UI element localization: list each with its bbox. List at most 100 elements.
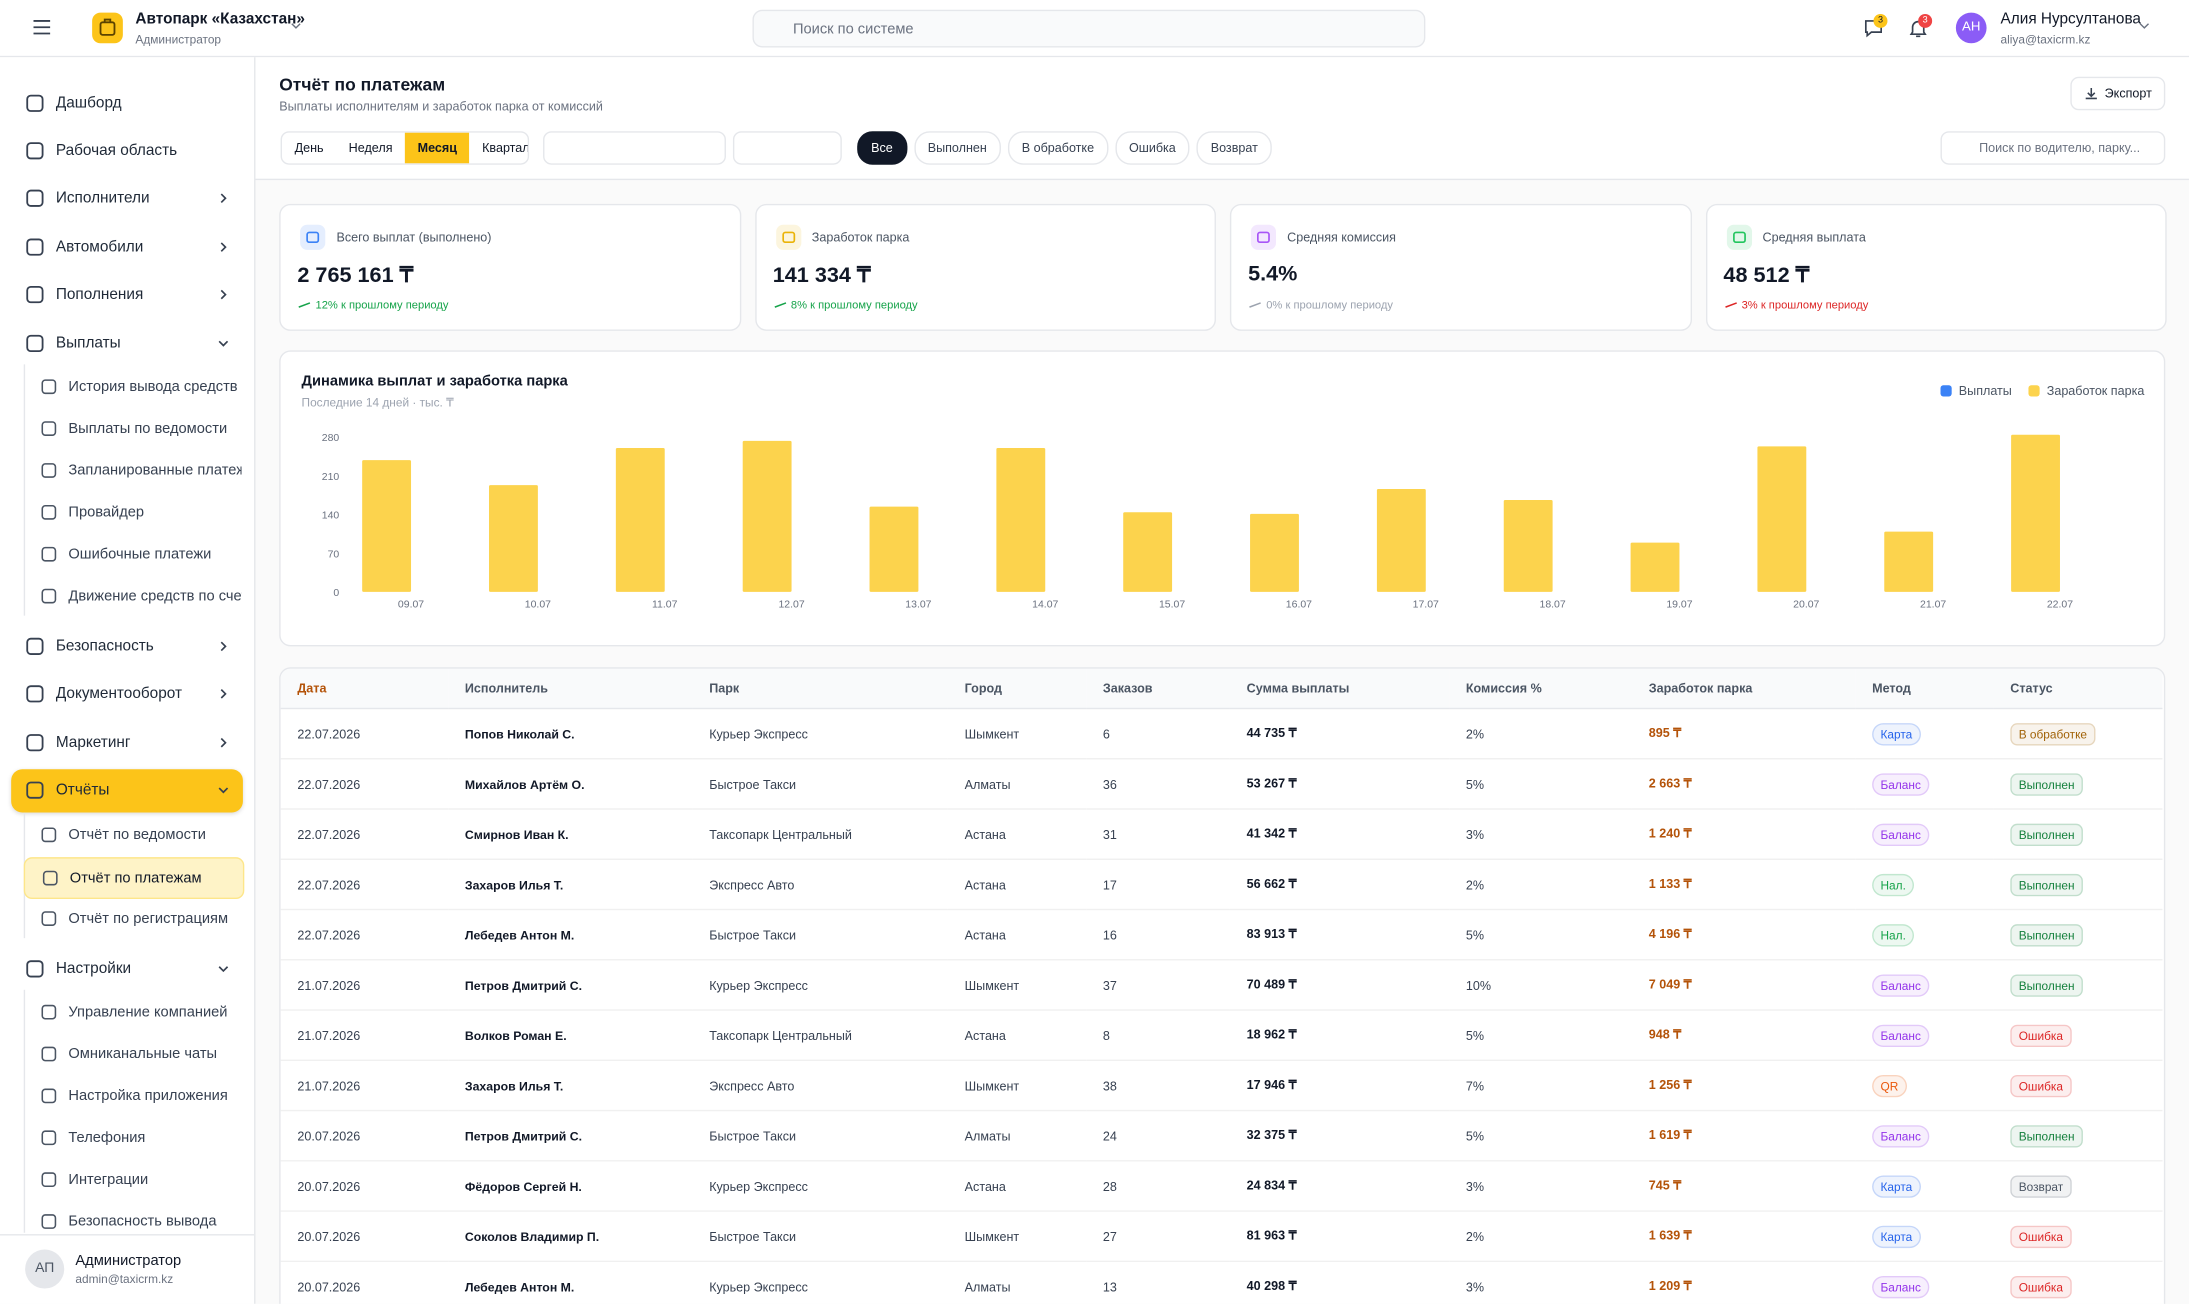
table-cell: Экспресс Авто — [692, 1060, 948, 1112]
nav-subitem[interactable]: Отчёт по ведомости — [24, 815, 242, 854]
nav-item[interactable]: Безопасность — [11, 625, 243, 668]
nav-subitem[interactable]: Движение средств по счетам — [24, 577, 242, 616]
table-cell: 28 — [1086, 1160, 1230, 1212]
nav-subitem[interactable]: Отчёт по платежам — [23, 857, 245, 900]
cell-text: 1 619 ₸ — [1648, 1128, 1692, 1142]
nav-subitem[interactable]: Выплаты по ведомости — [24, 410, 242, 449]
nav-label: Отчёты — [55, 781, 110, 799]
column-header[interactable]: Дата — [280, 668, 449, 710]
nav-chevron — [220, 193, 227, 204]
user-name[interactable]: Алия Нурсултанова — [2000, 11, 2141, 28]
nav-subitem[interactable]: Ошибочные платежи — [24, 535, 242, 574]
status-filter[interactable]: Ошибка — [1115, 131, 1190, 165]
export-button[interactable]: Экспорт — [2070, 76, 2166, 111]
nav-subitem[interactable]: Интеграции — [24, 1161, 242, 1200]
table-cell: QR — [1855, 1060, 1994, 1112]
table-row[interactable]: 21.07.2026 Захаров Илья Т. Экспресс Авто Шы… — [280, 1060, 2163, 1112]
period-option[interactable]: Квартал — [482, 141, 530, 155]
nav-item[interactable]: Пополнения — [11, 273, 243, 316]
status-badge: Ошибка — [2010, 1225, 2072, 1248]
nav-subitem[interactable]: Провайдер — [24, 493, 242, 532]
nav-subitem[interactable]: Телефония — [24, 1119, 242, 1158]
cell-text: 3% — [1465, 1178, 1485, 1193]
nav-item[interactable]: Маркетинг — [11, 721, 243, 764]
table-cell: Быстрое Такси — [692, 1211, 948, 1263]
company-name[interactable]: Автопарк «Казахстан» — [135, 11, 305, 28]
nav-icon — [41, 1047, 57, 1062]
table-search[interactable]: Поиск по водителю, парку... — [1940, 131, 2166, 165]
table-row[interactable]: 21.07.2026 Волков Роман Е. Таксопарк Центр… — [280, 1010, 2163, 1061]
menu-button[interactable] — [33, 20, 51, 35]
status-badge: Выполнен — [2010, 973, 2083, 997]
nav-item[interactable]: Выплаты — [11, 321, 243, 364]
status-filter[interactable]: В обработке — [1007, 131, 1109, 165]
table-cell: Курьер Экспресс — [692, 1261, 948, 1304]
table-cell: 7% — [1449, 1060, 1632, 1112]
nav-subitem[interactable]: Настройка приложения — [24, 1077, 242, 1116]
status-filter[interactable]: Возврат — [1196, 131, 1272, 165]
date-from[interactable] — [543, 131, 726, 165]
cell-text: 2% — [1465, 1229, 1485, 1244]
status-filter[interactable]: Выполнен — [913, 131, 1001, 165]
nav-item[interactable]: Дашборд — [11, 81, 243, 124]
cell-text: Захаров Илья Т. — [464, 877, 564, 892]
kpi-icon-shape — [781, 231, 795, 244]
period-option[interactable]: Неделя — [348, 141, 393, 155]
nav-item[interactable]: Автомобили — [11, 225, 243, 268]
table-row[interactable]: 20.07.2026 Соколов Владимир П. Быстрое Так… — [280, 1211, 2163, 1263]
nav-subitem[interactable]: Управление компанией — [24, 993, 242, 1032]
table-row[interactable]: 20.07.2026 Лебедев Антон М. Курьер Экспрес… — [280, 1261, 2163, 1304]
bar — [1884, 531, 1934, 592]
date-to[interactable] — [732, 131, 842, 165]
table-row[interactable]: 22.07.2026 Михайлов Артём О. Быстрое Такси… — [280, 758, 2163, 810]
nav-item[interactable]: Настройки — [11, 947, 243, 990]
nav-icon — [41, 1172, 57, 1188]
company-chevron[interactable] — [290, 22, 301, 30]
user-avatar[interactable]: АН — [1955, 12, 1987, 44]
nav-item[interactable]: Отчёты — [11, 768, 243, 812]
table-cell: 2% — [1449, 708, 1632, 760]
table-cell: 36 — [1086, 758, 1230, 810]
nav-subitem[interactable]: История вывода средств — [24, 368, 242, 407]
cell-text: Таксопарк Центральный — [709, 1028, 852, 1043]
table-row[interactable]: 22.07.2026 Попов Николай С. Курьер Экспрес… — [280, 708, 2163, 760]
nav-item[interactable]: Рабочая область — [11, 129, 243, 172]
table-cell: 22.07.2026 — [280, 809, 449, 860]
table-search-placeholder: Поиск по водителю, парку... — [1979, 141, 2141, 155]
nav-subitem[interactable]: Запланированные платежи — [24, 451, 242, 490]
cell-text: 1 639 ₸ — [1648, 1228, 1692, 1243]
table-row[interactable]: 21.07.2026 Петров Дмитрий С. Курьер Экспре… — [280, 959, 2163, 1011]
table-cell: Быстрое Такси — [692, 909, 948, 961]
global-search[interactable]: Поиск по системе — [752, 9, 1426, 48]
period-option[interactable]: День — [294, 141, 324, 155]
table-row[interactable]: 20.07.2026 Фёдоров Сергей Н. Курьер Экспре… — [280, 1160, 2163, 1212]
nav-subitem[interactable]: Безопасность вывода — [24, 1203, 242, 1233]
kpi-change-glyph — [298, 302, 311, 308]
table-row[interactable]: 20.07.2026 Петров Дмитрий С. Быстрое Такси… — [280, 1110, 2163, 1162]
nav-icon — [26, 334, 44, 352]
nav-label: Исполнители — [55, 190, 150, 208]
nav-icon — [26, 142, 44, 160]
nav-item[interactable]: Документооборот — [11, 673, 243, 716]
cell-text: Астана — [964, 877, 1006, 892]
nav-item[interactable]: Исполнители — [11, 177, 243, 220]
status-filter[interactable]: Все — [857, 131, 907, 165]
status-badge: Выполнен — [2010, 772, 2083, 796]
table-cell: 24 834 ₸ — [1229, 1160, 1450, 1212]
table-row[interactable]: 22.07.2026 Захаров Илья Т. Экспресс Авто Ас… — [280, 859, 2163, 911]
nav-icon-shape — [26, 142, 44, 160]
table-cell: 1 639 ₸ — [1631, 1211, 1856, 1263]
nav-subitem[interactable]: Отчёт по регистрациям — [24, 899, 242, 938]
table-cell: Баланс — [1855, 758, 1994, 810]
kpi-change-icon — [773, 302, 786, 308]
table-cell: Ошибка — [1993, 1060, 2163, 1112]
period-option[interactable]: Месяц — [405, 132, 470, 164]
table-cell: 745 ₸ — [1631, 1160, 1856, 1212]
status-badge: В обработке — [2010, 722, 2096, 745]
export-label: Экспорт — [2104, 86, 2152, 101]
table-row[interactable]: 22.07.2026 Смирнов Иван К. Таксопарк Центр… — [280, 809, 2163, 860]
method-badge: Нал. — [1872, 923, 1915, 946]
table-row[interactable]: 22.07.2026 Лебедев Антон М. Быстрое Такси А… — [280, 909, 2163, 961]
user-chevron[interactable] — [2139, 22, 2150, 30]
nav-subitem[interactable]: Омниканальные чаты — [24, 1035, 242, 1074]
